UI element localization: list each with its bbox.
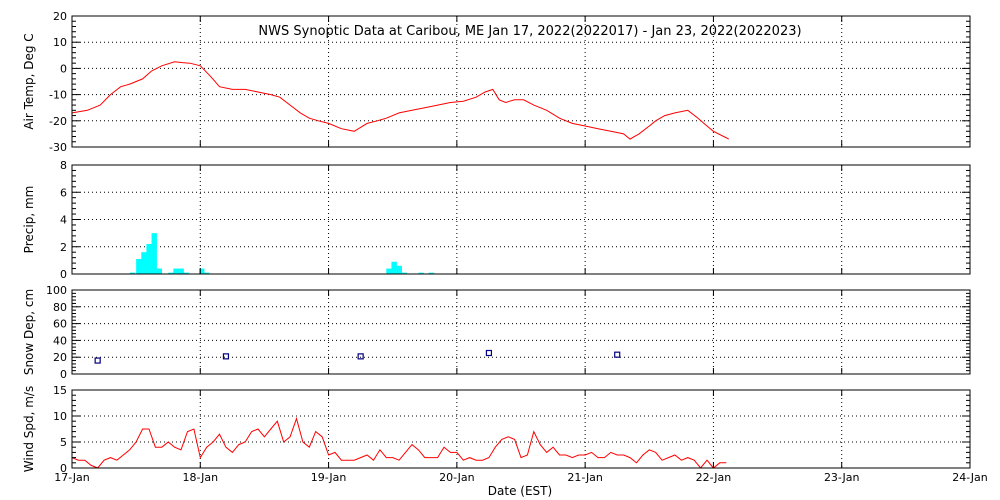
precip-bar xyxy=(396,265,402,274)
snow-depth-point xyxy=(614,351,621,358)
precip-bar xyxy=(391,261,397,274)
snow-y-axis-title: Snow Dep, cm xyxy=(22,289,36,375)
precip-bar xyxy=(136,259,142,274)
x-tick-label: 19-Jan xyxy=(311,471,347,484)
x-tick-label: 17-Jan xyxy=(54,471,90,484)
precip-bar xyxy=(386,268,392,274)
wind-frame xyxy=(71,389,971,469)
x-tick-label: 21-Jan xyxy=(567,471,603,484)
x-tick-label: 20-Jan xyxy=(439,471,475,484)
air_temp-y-tick-label: 0 xyxy=(60,62,67,75)
air_temp-y-axis-title: Air Temp, Deg C xyxy=(22,33,36,129)
air_temp-y-tick-label: -10 xyxy=(49,89,67,102)
air_temp-series-line xyxy=(71,61,730,140)
wind-y-tick-label: 10 xyxy=(53,410,67,423)
wind-speed-panel: 15 10 5 0 Wind Spd, m/s xyxy=(22,384,971,475)
precip-bar xyxy=(141,252,147,274)
wind-series-line xyxy=(71,416,727,469)
snow-depth-point xyxy=(222,353,230,360)
precip-y-tick-label: 0 xyxy=(60,268,67,281)
precip-bar xyxy=(156,268,163,274)
precip-y-axis-title: Precip, mm xyxy=(22,186,36,254)
precip-bar xyxy=(199,268,205,274)
precip-bar xyxy=(204,272,210,274)
snow-y-tick-label: 40 xyxy=(53,334,67,347)
air_temp-y-tick-label: 20 xyxy=(53,10,67,23)
precip-bar xyxy=(151,233,157,274)
snow-y-tick-label: 0 xyxy=(60,368,67,381)
snow-y-tick-label: 100 xyxy=(46,284,67,297)
precip-bar xyxy=(178,268,184,274)
precip-y-tick-label: 4 xyxy=(60,214,67,227)
air_temp-y-tick-label: -30 xyxy=(49,141,67,154)
snow-depth-point xyxy=(485,349,493,357)
precip-bar xyxy=(168,272,174,274)
precip-bar xyxy=(129,272,136,274)
precip-y-tick-label: 2 xyxy=(60,241,67,254)
wind-y-axis-title: Wind Spd, m/s xyxy=(22,386,36,472)
snow-y-tick-label: 80 xyxy=(53,301,67,314)
wind-y-tick-label: 0 xyxy=(60,462,67,475)
precip-bar xyxy=(183,272,189,274)
snow-frame xyxy=(71,289,971,375)
precip-y-tick-label: 6 xyxy=(60,186,67,199)
snow-depth-point xyxy=(357,353,364,360)
x-axis-tick-labels: 17-Jan 18-Jan 19-Jan 20-Jan 21-Jan 22-Jan 23-J… xyxy=(54,471,988,484)
x-tick-label: 24-Jan xyxy=(952,471,988,484)
wind-y-tick-label: 15 xyxy=(53,384,67,397)
precip-y-tick-label: 8 xyxy=(60,159,67,172)
precip-bar xyxy=(401,272,408,274)
x-axis-title: Date (EST) xyxy=(488,484,552,498)
air_temp-y-tick-label: 10 xyxy=(53,36,67,49)
snow-depth-point xyxy=(94,357,101,364)
chart-title: NWS Synoptic Data at Caribou, ME Jan 17,… xyxy=(258,24,801,39)
x-tick-label: 23-Jan xyxy=(824,471,860,484)
precip-bar xyxy=(428,272,435,274)
air_temp-y-tick-label: -20 xyxy=(49,115,67,128)
precip-panel: 8 6 4 2 0 Precip, mm xyxy=(22,159,971,281)
snow-depth-panel: 100 80 60 40 20 0 Snow Dep, cm xyxy=(22,284,971,381)
x-tick-label: 18-Jan xyxy=(183,471,219,484)
snow-y-tick-label: 60 xyxy=(53,318,67,331)
x-tick-label: 22-Jan xyxy=(696,471,732,484)
precip-bar xyxy=(173,268,179,274)
air-temp-panel: 20 10 0 -10 -20 -30 Air Temp, Deg C xyxy=(22,10,971,154)
snow-y-tick-label: 20 xyxy=(53,351,67,364)
precip-bar xyxy=(146,244,152,274)
wind-y-tick-label: 5 xyxy=(60,436,67,449)
precip-bar xyxy=(418,272,424,274)
air_temp-frame xyxy=(71,15,971,148)
